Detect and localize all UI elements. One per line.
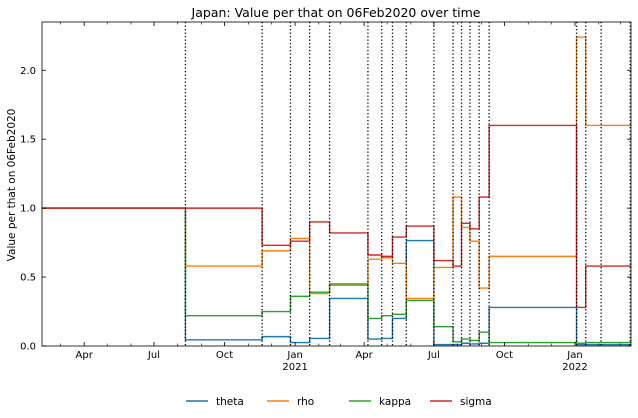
- legend-label-sigma: sigma: [460, 396, 492, 408]
- series-line-kappa: [42, 207, 631, 344]
- x-tick-label: Jul: [147, 350, 160, 361]
- series-line-theta: [42, 207, 631, 346]
- y-tick-label: 1.0: [20, 204, 36, 215]
- y-tick-label: 2.0: [20, 66, 36, 77]
- x-tick-label: Apr: [76, 350, 94, 361]
- y-tick-label: 0.0: [20, 342, 36, 353]
- x-tick-label: Jan: [566, 350, 582, 361]
- x-tick-label: Oct: [496, 350, 513, 361]
- x-tick-label: Jan: [286, 350, 302, 361]
- y-tick-label: 1.5: [20, 135, 36, 146]
- series-line-rho: [42, 36, 631, 300]
- y-axis-title: Value per that on 06Feb2020: [6, 109, 18, 262]
- y-tick-label: 0.5: [20, 273, 36, 284]
- series-line-sigma: [42, 124, 631, 309]
- x-tick-year-label: 2022: [562, 362, 587, 373]
- chart-title: Japan: Value per that on 06Feb2020 over …: [191, 5, 481, 20]
- x-tick-label: Jul: [427, 350, 440, 361]
- legend-label-kappa: kappa: [379, 396, 411, 408]
- x-tick-label: Oct: [216, 350, 233, 361]
- legend-label-theta: theta: [216, 396, 244, 408]
- axes-frame: [41, 21, 632, 347]
- legend: theta rho kappa sigma: [186, 396, 492, 408]
- x-tick-year-label: 2021: [282, 362, 307, 373]
- x-tick-label: Apr: [355, 350, 373, 361]
- legend-label-rho: rho: [297, 396, 314, 408]
